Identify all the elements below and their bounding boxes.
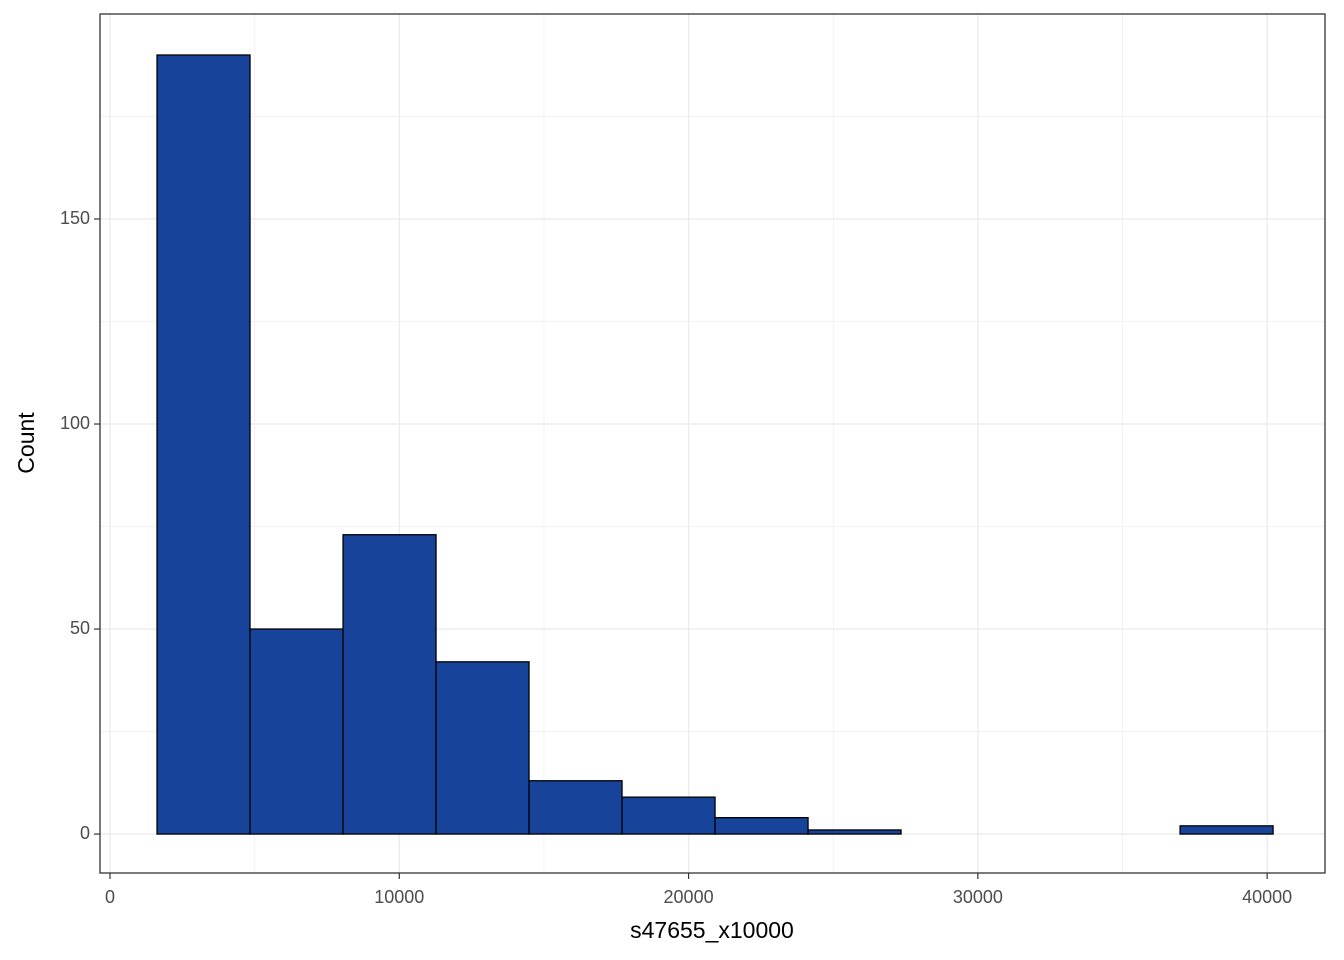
y-axis-title: Count [13, 412, 39, 474]
x-tick-label: 20000 [664, 887, 714, 907]
bar [249, 628, 344, 835]
bar [435, 661, 530, 835]
panel-border [99, 13, 1326, 874]
x-tick-label: 0 [105, 887, 115, 907]
x-tick-label: 40000 [1242, 887, 1292, 907]
y-tick-label: 50 [70, 618, 90, 638]
bar [1179, 825, 1274, 835]
bar [714, 816, 809, 835]
bar [342, 534, 437, 835]
x-tick-label: 30000 [953, 887, 1003, 907]
y-tick-label: 0 [80, 823, 90, 843]
bar [156, 54, 251, 835]
bar [807, 829, 902, 835]
bar [621, 796, 716, 835]
y-tick-label: 100 [60, 413, 90, 433]
y-tick-label: 150 [60, 208, 90, 228]
x-tick-label: 10000 [374, 887, 424, 907]
bar [528, 780, 623, 835]
x-axis-title: s47655_x10000 [630, 917, 794, 943]
